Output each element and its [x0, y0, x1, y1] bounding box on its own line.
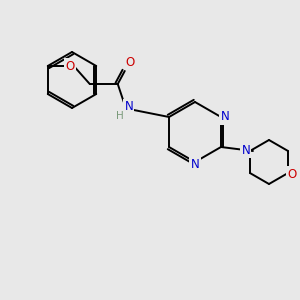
Text: O: O — [65, 59, 74, 73]
Text: N: N — [190, 158, 200, 170]
Text: O: O — [125, 56, 134, 68]
Text: O: O — [287, 167, 297, 181]
Text: N: N — [242, 143, 250, 157]
Text: H: H — [116, 111, 124, 121]
Text: N: N — [220, 110, 230, 124]
Text: N: N — [124, 100, 133, 113]
